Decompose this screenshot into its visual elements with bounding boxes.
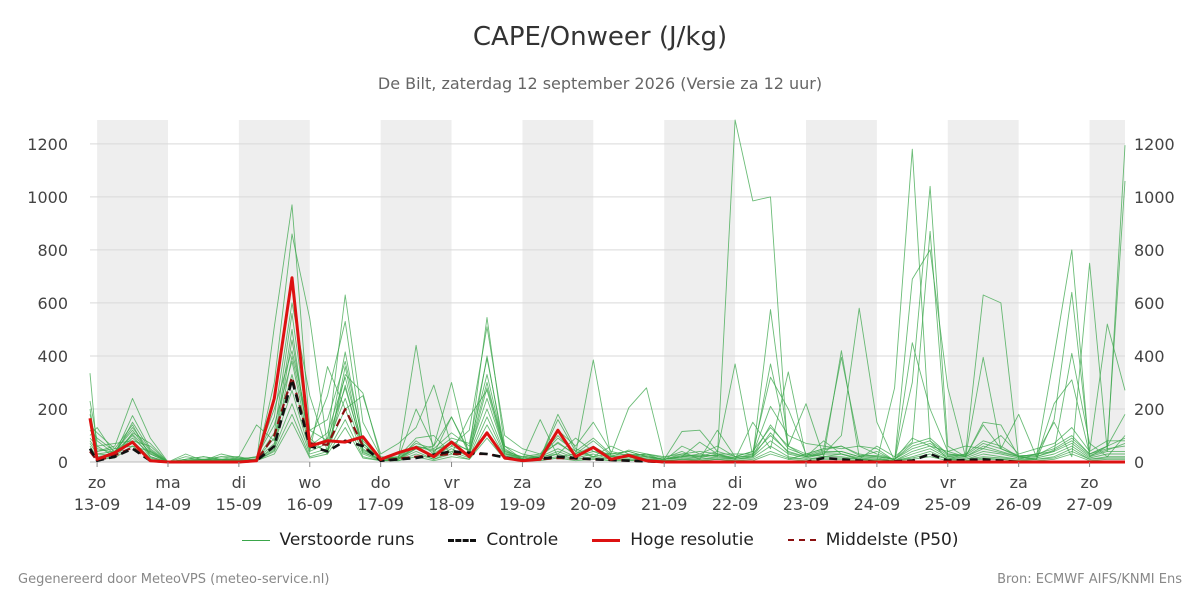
grid-lines [90,143,1125,463]
night-band-6 [947,120,1019,462]
x-tick-date-8: 21-09 [641,495,688,514]
night-band-1 [238,120,310,462]
footer-source: Bron: ECMWF AIFS/KNMI Ens [997,572,1182,587]
x-tick-day-12: vr [940,473,956,492]
legend-swatch-hoge-resolutie [592,538,621,542]
x-tick-day-6: za [513,473,531,492]
x-tick-date-0: 13-09 [74,495,121,514]
ensemble-run-2 [89,185,1126,463]
axis-labels: 0 0 200 200 400 400 600 600 800 800 1000 1000 1200 12… [27,135,1174,514]
y-tick-left-6: 1200 [27,135,68,154]
y-tick-left-0: 0 [58,453,68,472]
legend-label-controle: Controle [486,530,559,550]
legend-item-controle: Controle [448,530,558,550]
chart-title: CAPE/Onweer (J/kg) [472,22,728,52]
x-tick-date-2: 15-09 [216,495,263,514]
night-band-3 [522,120,594,462]
legend-label-verstoorde: Verstoorde runs [279,530,415,550]
y-tick-left-1: 200 [37,400,68,419]
x-tick-day-7: zo [584,473,602,492]
x-tick-day-2: di [232,473,247,492]
y-tick-right-1: 200 [1134,400,1165,419]
y-tick-left-3: 600 [37,294,68,313]
x-tick-day-3: wo [298,473,321,492]
x-tick-day-1: ma [155,473,180,492]
night-band-5 [805,120,877,462]
x-tick-date-6: 19-09 [499,495,546,514]
legend-item-p50: Middelste (P50) [787,530,959,550]
x-tick-date-14: 27-09 [1066,495,1113,514]
x-tick-day-0: zo [88,473,106,492]
y-tick-right-6: 1200 [1134,135,1175,154]
x-tick-date-13: 26-09 [995,495,1042,514]
legend-label-hoge-resolutie: Hoge resolutie [630,530,754,550]
y-tick-right-0: 0 [1134,453,1144,472]
x-tick-day-4: do [371,473,391,492]
x-tick-day-10: wo [795,473,818,492]
y-tick-left-5: 1000 [27,188,68,207]
x-tick-date-12: 25-09 [925,495,972,514]
x-tick-day-5: vr [444,473,460,492]
x-tick-day-8: ma [652,473,677,492]
night-band-4 [664,120,736,462]
legend-swatch-p50 [787,539,816,541]
series-line-controle [88,378,1125,464]
night-band-7 [1089,120,1125,462]
x-tick-day-9: di [728,473,743,492]
x-tick-date-5: 18-09 [428,495,475,514]
legend-label-p50: Middelste (P50) [825,530,959,550]
series-line-hoge-resolutie [88,276,1125,464]
y-tick-right-4: 800 [1134,241,1165,260]
legend: Verstoorde runs Controle Hoge resolutie … [0,530,1200,550]
main-series [88,276,1125,464]
night-band-0 [97,120,168,462]
x-tick-date-10: 23-09 [783,495,830,514]
legend-swatch-controle [448,538,477,542]
x-tick-date-9: 22-09 [712,495,759,514]
y-tick-right-2: 400 [1134,347,1165,366]
x-tick-date-7: 20-09 [570,495,617,514]
y-tick-left-2: 400 [37,347,68,366]
y-tick-right-3: 600 [1134,294,1165,313]
x-tick-day-13: za [1010,473,1028,492]
legend-swatch-verstoorde [241,539,270,541]
y-tick-right-5: 1000 [1134,188,1175,207]
x-tick-date-4: 17-09 [357,495,404,514]
legend-item-verstoorde: Verstoorde runs [241,530,415,550]
y-tick-left-4: 800 [37,241,68,260]
x-tick-day-11: do [867,473,887,492]
x-tick-day-14: zo [1080,473,1098,492]
legend-item-hoge-resolutie: Hoge resolutie [592,530,754,550]
x-tick-date-3: 16-09 [287,495,334,514]
night-bands [97,120,1125,462]
x-tick-date-11: 24-09 [854,495,901,514]
x-tick-date-1: 14-09 [145,495,192,514]
chart-subtitle: De Bilt, zaterdag 12 september 2026 (Ver… [377,74,823,93]
footer-generated: Gegenereerd door MeteoVPS (meteo-service… [18,572,330,587]
